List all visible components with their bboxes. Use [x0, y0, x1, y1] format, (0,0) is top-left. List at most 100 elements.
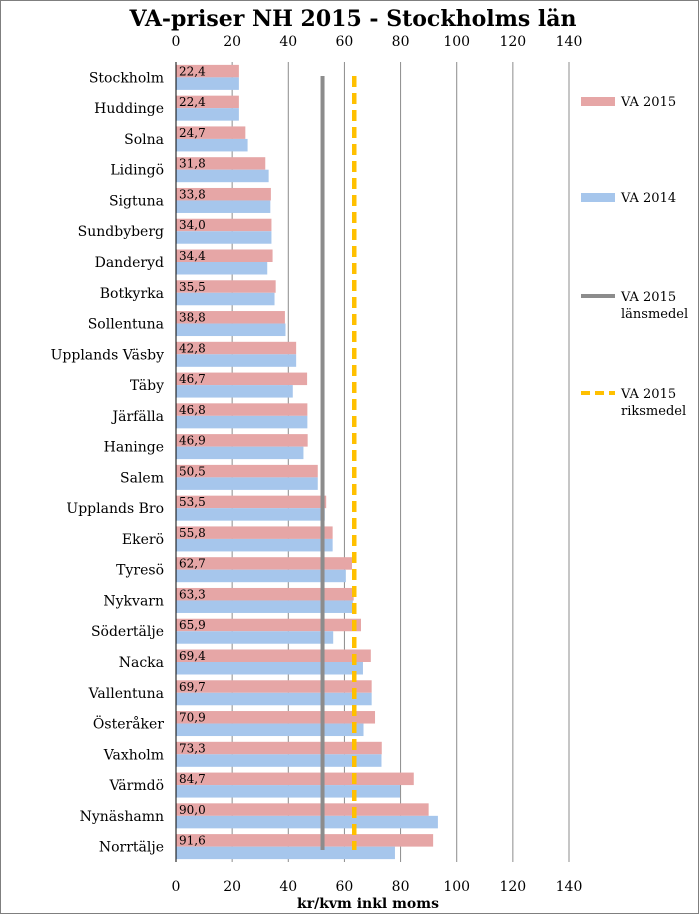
- category-label: Ekerö: [122, 532, 164, 548]
- bar-va-2014: [176, 508, 325, 521]
- bar-va-2015: [176, 711, 376, 724]
- category-label: Täby: [130, 378, 164, 394]
- category-label: Solna: [124, 132, 164, 148]
- bar-va-2014: [176, 631, 334, 644]
- data-label: 46,7: [179, 372, 206, 386]
- bar-va-2015: [176, 618, 361, 632]
- x-tick-label-top: 60: [336, 34, 354, 50]
- data-label: 65,9: [179, 618, 206, 632]
- data-label: 62,7: [179, 557, 206, 571]
- data-label: 90,0: [179, 803, 206, 817]
- bar-va-2015: [176, 372, 308, 386]
- x-tick-label-bottom: 60: [336, 879, 354, 895]
- bar-va-2014: [176, 754, 382, 767]
- category-label: Nynäshamn: [80, 809, 164, 825]
- x-tick-label-top: 20: [223, 34, 241, 50]
- x-tick-label-bottom: 140: [556, 879, 583, 895]
- data-label: 22,4: [179, 64, 206, 78]
- data-label: 53,5: [179, 495, 206, 509]
- bar-va-2014: [176, 354, 297, 367]
- category-label: Vallentuna: [88, 686, 164, 702]
- category-label: Sigtuna: [109, 193, 164, 209]
- bar-va-2014: [176, 600, 353, 613]
- x-tick-label-top: 40: [279, 34, 297, 50]
- data-label: 46,9: [179, 434, 206, 448]
- bar-va-2014: [176, 292, 275, 306]
- data-label: 35,5: [179, 280, 206, 294]
- data-label: 69,4: [179, 649, 206, 663]
- data-label: 24,7: [179, 126, 206, 140]
- x-tick-label-bottom: 80: [392, 879, 410, 895]
- chart-title: VA-priser NH 2015 - Stockholms län: [128, 6, 576, 32]
- bar-va-2014: [176, 262, 268, 275]
- category-label: Danderyd: [95, 255, 164, 271]
- bar-va-2014: [176, 446, 304, 460]
- category-label: Stockholm: [89, 70, 164, 86]
- x-tick-label-bottom: 40: [279, 879, 297, 895]
- bar-va-2015: [176, 187, 271, 201]
- legend-label: länsmedel: [621, 307, 688, 322]
- bar-va-2014: [176, 662, 363, 675]
- bar-va-2015: [176, 403, 308, 416]
- bar-va-2015: [176, 587, 354, 601]
- bar-va-2015: [176, 249, 273, 262]
- category-label: Tyresö: [116, 563, 164, 579]
- category-label: Upplands Bro: [66, 501, 164, 517]
- bar-va-2014: [176, 846, 395, 860]
- bar-va-2015: [176, 95, 239, 109]
- plot-area: 0 0 20 20 40 40 60 60 80 80 100 100 120 120 140 140 22,4…: [51, 34, 583, 895]
- bar-va-2015: [176, 64, 239, 78]
- bar-va-2015: [176, 834, 434, 847]
- x-tick-label-top: 100: [443, 34, 470, 50]
- x-tick-label-top: 120: [499, 34, 526, 50]
- legend-label: VA 2015: [620, 290, 676, 305]
- data-label: 42,8: [179, 341, 206, 355]
- data-label: 55,8: [179, 526, 206, 540]
- category-label: Nykvarn: [103, 593, 164, 609]
- bar-va-2014: [176, 108, 239, 121]
- data-label: 34,0: [179, 218, 206, 232]
- bar-va-2015: [176, 157, 266, 170]
- bar-va-2015: [176, 557, 353, 570]
- bar-va-2014: [176, 200, 271, 213]
- legend-label: VA 2015: [620, 95, 676, 110]
- bar-va-2014: [176, 169, 269, 183]
- bar-va-2014: [176, 385, 293, 398]
- data-label: 91,6: [179, 834, 206, 848]
- bar-va-2014: [176, 77, 239, 90]
- x-axis-label: kr/kvm inkl moms: [297, 896, 439, 912]
- legend-label: VA 2015: [620, 387, 676, 402]
- category-label: Haninge: [104, 440, 164, 456]
- category-label: Norrtälje: [99, 840, 164, 856]
- bar-va-2015: [176, 803, 429, 816]
- bar-va-2014: [176, 477, 318, 490]
- legend-swatch: [581, 97, 615, 106]
- data-label: 84,7: [179, 772, 206, 786]
- x-tick-label-bottom: 100: [443, 879, 470, 895]
- bar-va-2014: [176, 538, 333, 552]
- data-label: 69,7: [179, 680, 206, 694]
- bar-va-2014: [176, 569, 346, 583]
- bar-va-2015: [176, 772, 414, 786]
- bar-va-2014: [176, 231, 272, 244]
- data-label: 50,5: [179, 464, 206, 478]
- bar-va-2014: [176, 815, 438, 829]
- bar-va-2014: [176, 323, 286, 337]
- x-tick-label-bottom: 20: [223, 879, 241, 895]
- category-label: Nacka: [119, 655, 164, 671]
- x-tick-label-bottom: 0: [172, 879, 181, 895]
- data-label: 31,8: [179, 157, 206, 171]
- bar-va-2015: [176, 495, 327, 509]
- bar-va-2015: [176, 526, 333, 539]
- legend-label: VA 2014: [620, 191, 676, 206]
- data-label: 63,3: [179, 587, 206, 601]
- data-label: 34,4: [179, 249, 206, 263]
- category-label: Sundbyberg: [78, 224, 164, 240]
- bar-va-2015: [176, 280, 276, 293]
- data-label: 70,9: [179, 711, 206, 725]
- data-label: 73,3: [179, 741, 206, 755]
- category-label: Järfälla: [111, 409, 164, 425]
- data-label: 33,8: [179, 187, 206, 201]
- category-label: Vaxholm: [103, 747, 164, 763]
